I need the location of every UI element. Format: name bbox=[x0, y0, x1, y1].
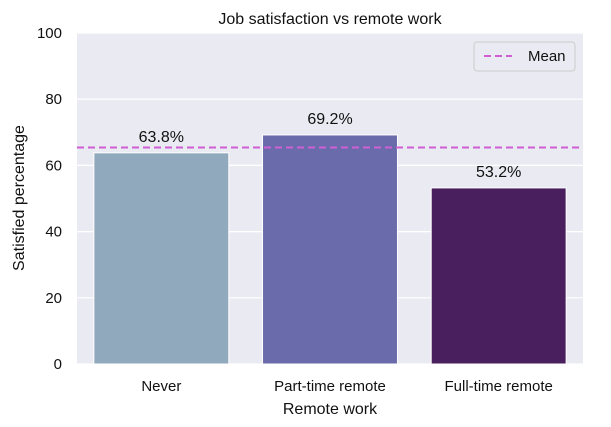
data-label: 63.8% bbox=[139, 129, 184, 146]
data-label: 69.2% bbox=[307, 111, 352, 128]
x-tick-label: Never bbox=[141, 378, 181, 395]
x-tick-labels: Never Part-time remote Full-time remote bbox=[141, 378, 553, 395]
bar bbox=[93, 152, 230, 365]
y-tick-labels: 0 20 40 60 80 100 bbox=[37, 25, 62, 373]
chart-title: Job satisfaction vs remote work bbox=[218, 11, 442, 28]
x-axis-label: Remote work bbox=[283, 401, 378, 418]
legend-box bbox=[473, 41, 576, 72]
legend: Mean bbox=[473, 41, 576, 72]
data-label: 53.2% bbox=[476, 164, 521, 181]
y-tick-label: 80 bbox=[45, 91, 62, 108]
legend-mean-label: Mean bbox=[528, 48, 566, 65]
x-tick-label: Part-time remote bbox=[274, 378, 386, 395]
y-tick-label: 40 bbox=[45, 224, 62, 241]
bars bbox=[93, 134, 567, 365]
x-tick-label: Full-time remote bbox=[444, 378, 552, 395]
data-labels: 63.8% 69.2% 53.2% bbox=[139, 111, 522, 181]
y-tick-label: 0 bbox=[54, 356, 62, 373]
y-tick-label: 100 bbox=[37, 25, 62, 42]
y-tick-label: 60 bbox=[45, 157, 62, 174]
y-tick-label: 20 bbox=[45, 290, 62, 307]
y-axis-label: Satisfied percentage bbox=[11, 125, 28, 271]
bar bbox=[430, 187, 567, 365]
bar bbox=[262, 134, 398, 365]
